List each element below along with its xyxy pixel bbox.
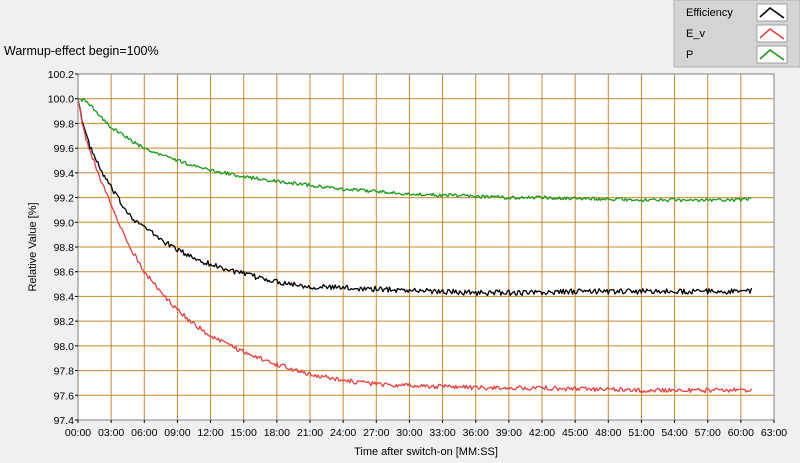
y-tick-label: 98.6 — [54, 267, 75, 279]
legend-label: P — [686, 49, 693, 61]
series-line-p — [77, 97, 752, 203]
legend: Efficiency E_v P — [686, 3, 788, 64]
y-tick-label: 100.0 — [48, 94, 74, 106]
x-tick-label: 39:00 — [496, 427, 522, 439]
y-tick-label: 98.0 — [54, 341, 75, 353]
legend-swatch-box — [756, 3, 788, 22]
y-tick-label: 99.0 — [54, 217, 75, 229]
series-layer — [77, 97, 753, 394]
x-tick-label: 15:00 — [231, 427, 257, 439]
y-tick-label: 98.8 — [54, 242, 75, 254]
y-axis-ticks: 97.4 97.6 97.8 98.0 98.2 98.4 98.6 98.8 99.0 99.2… — [48, 69, 78, 427]
x-tick-label: 57:00 — [695, 427, 721, 439]
x-tick-label: 45:00 — [562, 427, 588, 439]
x-tick-label: 09:00 — [164, 427, 190, 439]
series-line-e-v — [77, 98, 753, 394]
y-tick-label: 98.4 — [54, 291, 75, 303]
x-tick-label: 18:00 — [264, 427, 290, 439]
y-tick-label: 99.4 — [54, 168, 75, 180]
series-line-efficiency — [77, 98, 753, 297]
legend-swatch-box — [756, 45, 788, 64]
x-tick-label: 03:00 — [98, 427, 124, 439]
x-tick-label: 21:00 — [297, 427, 323, 439]
x-tick-label: 27:00 — [363, 427, 389, 439]
legend-swatch-line — [759, 6, 785, 19]
x-tick-label: 12:00 — [197, 427, 223, 439]
x-tick-label: 63:00 — [761, 427, 787, 439]
x-axis-title: Time after switch-on [MM:SS] — [354, 446, 498, 458]
x-tick-label: 54:00 — [661, 427, 687, 439]
legend-swatch-box — [756, 24, 788, 43]
y-tick-label: 98.2 — [54, 316, 75, 328]
x-tick-label: 42:00 — [529, 427, 555, 439]
legend-swatch-line — [759, 48, 785, 61]
legend-label: E_v — [686, 28, 705, 40]
x-tick-label: 30:00 — [396, 427, 422, 439]
y-tick-label: 97.8 — [54, 366, 75, 378]
x-axis-ticks: 00:00 03:00 06:00 09:00 12:00 15:00 18:00 21:00… — [65, 420, 787, 439]
y-tick-label: 97.4 — [54, 415, 75, 427]
y-axis-title: Relative Value [%] — [27, 202, 39, 291]
x-tick-label: 60:00 — [728, 427, 754, 439]
x-tick-label: 06:00 — [131, 427, 157, 439]
y-tick-label: 100.2 — [48, 69, 74, 81]
x-tick-label: 00:00 — [65, 427, 91, 439]
x-tick-label: 33:00 — [429, 427, 455, 439]
x-tick-label: 36:00 — [463, 427, 489, 439]
legend-label: Efficiency — [686, 7, 733, 19]
y-tick-label: 99.2 — [54, 193, 75, 205]
x-tick-label: 51:00 — [628, 427, 654, 439]
y-tick-label: 97.6 — [54, 390, 75, 402]
x-tick-label: 48:00 — [595, 427, 621, 439]
y-tick-label: 99.8 — [54, 118, 75, 130]
y-tick-label: 99.6 — [54, 143, 75, 155]
legend-swatch-line — [759, 27, 785, 40]
x-tick-label: 24:00 — [330, 427, 356, 439]
chart-title: Warmup-effect begin=100% — [4, 44, 159, 58]
